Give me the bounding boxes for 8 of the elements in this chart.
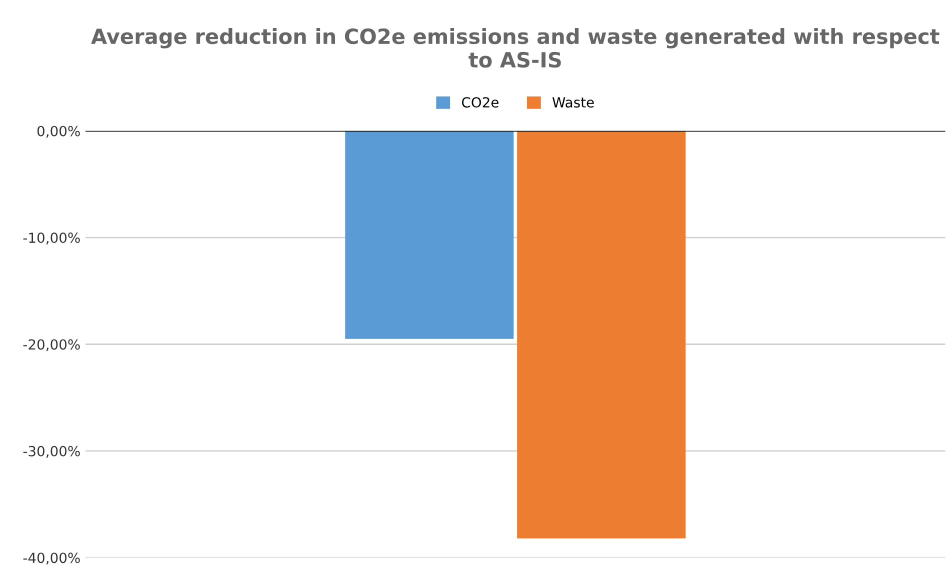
- chart-title: Average reduction in CO2e emissions and waste generated with respect to AS-IS: [91, 28, 940, 68]
- y-tick-label: -40,00%: [23, 552, 80, 565]
- y-tick-label: -30,00%: [23, 446, 80, 458]
- y-tick-label: -10,00%: [23, 232, 80, 244]
- y-tick-label: -20,00%: [23, 339, 80, 352]
- legend-label: CO2e: [462, 97, 498, 108]
- y-tick-label: 0,00%: [37, 126, 80, 138]
- legend-label: Waste: [552, 97, 594, 108]
